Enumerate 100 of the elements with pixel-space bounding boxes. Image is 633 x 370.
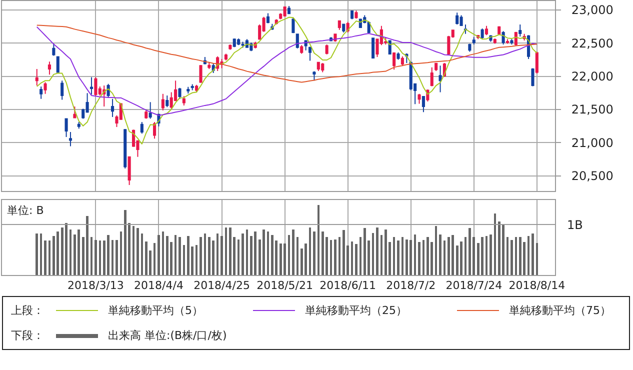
- candlestick: [64, 118, 68, 138]
- bar: [250, 236, 252, 275]
- candlestick: [308, 46, 312, 62]
- candlestick: [224, 53, 228, 61]
- candlestick: [535, 51, 538, 74]
- candlestick: [35, 68, 38, 86]
- candlestick: [456, 12, 459, 26]
- candlestick: [296, 33, 299, 49]
- candlestick: [73, 106, 76, 118]
- line-series: [36, 26, 538, 116]
- candlestick: [161, 93, 164, 111]
- ref-line-label: 1B: [567, 218, 583, 232]
- bar: [52, 236, 55, 275]
- candlestick: [321, 62, 324, 73]
- bar: [418, 242, 420, 275]
- bar: [78, 229, 80, 275]
- candlestick: [405, 52, 408, 64]
- bar: [321, 232, 324, 275]
- candlestick: [182, 96, 186, 106]
- candlestick: [392, 52, 396, 70]
- candlestick: [186, 86, 190, 94]
- bar: [36, 234, 38, 275]
- candlestick: [292, 17, 295, 34]
- candlestick: [195, 84, 198, 93]
- legend-label: 単純移動平均（75）: [509, 303, 611, 318]
- candlestick: [400, 56, 404, 66]
- bar: [158, 235, 160, 275]
- candlestick: [316, 62, 320, 72]
- bar: [313, 232, 316, 275]
- candlestick: [325, 44, 328, 55]
- y-tick-label: 23,000: [571, 3, 614, 18]
- candlestick: [60, 80, 64, 100]
- candlestick: [148, 102, 152, 120]
- bar: [212, 240, 215, 275]
- bar: [355, 244, 358, 275]
- candlestick: [140, 122, 144, 134]
- bar: [136, 228, 139, 275]
- bar: [271, 235, 274, 275]
- annotation: 単位: B: [7, 204, 44, 217]
- y-tick-label: 21,000: [571, 136, 614, 150]
- bar: [490, 234, 492, 275]
- bar: [376, 227, 378, 275]
- bar: [532, 234, 534, 275]
- bar: [456, 246, 458, 275]
- candlestick: [502, 30, 505, 45]
- line-series: [36, 16, 538, 145]
- bar: [86, 216, 88, 275]
- candlestick: [90, 76, 94, 96]
- bar: [284, 243, 286, 275]
- candlestick: [506, 38, 510, 44]
- candlestick: [40, 86, 43, 100]
- legend-label: 単純移動平均（5）: [108, 303, 203, 318]
- candlestick: [493, 38, 496, 44]
- candlestick: [418, 93, 421, 104]
- bar: [254, 232, 257, 275]
- candlestick: [430, 66, 434, 87]
- candlestick: [300, 44, 304, 54]
- x-tick-label: 2018/4/4: [134, 279, 184, 292]
- bar: [65, 223, 68, 275]
- bar: [397, 240, 400, 275]
- candlestick: [510, 38, 514, 45]
- candlestick: [283, 6, 286, 18]
- bar: [94, 240, 97, 275]
- bar: [363, 228, 366, 275]
- bar: [410, 240, 412, 275]
- bar: [200, 237, 202, 275]
- candlestick: [266, 12, 270, 24]
- candlestick: [166, 95, 169, 108]
- candlestick: [518, 24, 522, 37]
- bar: [107, 235, 110, 275]
- x-tick-label: 2018/7/24: [446, 279, 502, 292]
- y-tick-label: 20,500: [571, 168, 614, 183]
- candlestick: [94, 76, 98, 96]
- bar: [481, 237, 484, 275]
- candlestick: [77, 122, 80, 130]
- candlestick: [372, 37, 375, 59]
- candlestick: [190, 84, 194, 91]
- candlestick: [241, 41, 244, 48]
- bar: [439, 234, 442, 275]
- bar: [60, 227, 64, 275]
- bar: [242, 234, 244, 275]
- candlestick: [472, 36, 476, 45]
- candlestick: [144, 110, 148, 120]
- candlestick: [124, 128, 127, 169]
- bar: [384, 229, 387, 275]
- bar: [304, 243, 307, 275]
- legend-label: 出来高 単位:(B株/口/枚): [108, 328, 227, 343]
- candlestick: [68, 131, 72, 147]
- candlestick: [338, 20, 341, 30]
- candlestick: [438, 65, 442, 93]
- bar: [342, 230, 345, 275]
- candlestick: [531, 68, 534, 87]
- bar: [406, 239, 408, 275]
- x-tick-label: 2018/3/13: [68, 279, 124, 292]
- candlestick: [460, 14, 463, 26]
- y-tick-label: 22,500: [571, 36, 614, 50]
- candlestick: [110, 98, 114, 118]
- bar: [220, 236, 223, 275]
- line-series: [36, 24, 538, 83]
- x-tick-label: 2018/5/21: [256, 279, 314, 292]
